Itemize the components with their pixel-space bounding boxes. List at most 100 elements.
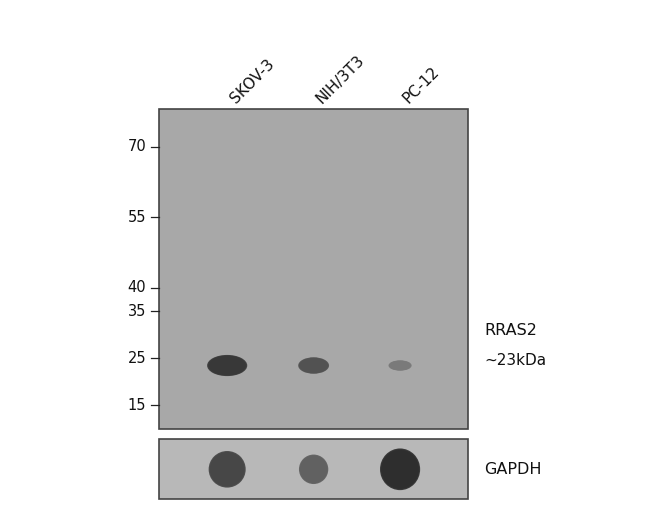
Ellipse shape (222, 465, 232, 474)
Ellipse shape (300, 358, 328, 373)
Ellipse shape (305, 361, 322, 370)
Ellipse shape (307, 463, 320, 476)
Ellipse shape (298, 357, 329, 374)
Ellipse shape (392, 362, 408, 369)
Ellipse shape (214, 457, 240, 482)
Ellipse shape (208, 356, 246, 375)
Ellipse shape (301, 457, 326, 482)
Ellipse shape (389, 360, 411, 370)
Ellipse shape (393, 362, 407, 369)
Ellipse shape (399, 365, 401, 366)
Ellipse shape (302, 359, 325, 372)
Ellipse shape (389, 360, 411, 371)
Ellipse shape (382, 450, 418, 488)
Ellipse shape (393, 362, 408, 369)
Ellipse shape (306, 361, 321, 370)
Ellipse shape (381, 449, 419, 489)
Ellipse shape (392, 461, 408, 478)
Ellipse shape (313, 365, 315, 366)
Ellipse shape (312, 365, 315, 366)
Text: 35: 35 (128, 304, 146, 319)
Ellipse shape (303, 458, 324, 480)
Ellipse shape (388, 457, 412, 482)
Ellipse shape (380, 448, 420, 490)
Ellipse shape (396, 364, 404, 367)
Ellipse shape (311, 466, 317, 472)
Ellipse shape (304, 360, 324, 371)
Ellipse shape (383, 451, 417, 487)
Ellipse shape (215, 458, 239, 481)
Ellipse shape (209, 452, 245, 487)
Ellipse shape (306, 462, 321, 477)
Ellipse shape (211, 453, 244, 486)
Ellipse shape (305, 460, 322, 478)
Ellipse shape (308, 362, 319, 368)
Ellipse shape (211, 357, 243, 374)
Ellipse shape (387, 456, 413, 483)
Ellipse shape (215, 359, 239, 372)
Ellipse shape (310, 465, 317, 473)
Ellipse shape (213, 454, 242, 484)
Ellipse shape (312, 468, 315, 471)
Ellipse shape (303, 360, 324, 371)
Ellipse shape (224, 466, 230, 472)
Ellipse shape (217, 360, 237, 371)
Ellipse shape (393, 462, 407, 477)
Ellipse shape (399, 468, 401, 471)
Text: 25: 25 (127, 351, 146, 366)
Ellipse shape (220, 462, 235, 477)
Ellipse shape (385, 453, 415, 485)
Ellipse shape (395, 363, 406, 368)
Ellipse shape (307, 463, 320, 475)
Ellipse shape (311, 467, 316, 472)
Ellipse shape (311, 365, 316, 367)
Ellipse shape (384, 452, 416, 486)
Ellipse shape (220, 362, 234, 369)
Ellipse shape (304, 360, 323, 370)
Ellipse shape (226, 365, 228, 366)
Ellipse shape (307, 362, 320, 369)
Ellipse shape (389, 361, 411, 370)
Text: GAPDH: GAPDH (484, 462, 541, 477)
Ellipse shape (226, 469, 228, 470)
Ellipse shape (309, 464, 318, 474)
Text: RRAS2: RRAS2 (484, 323, 537, 337)
Ellipse shape (217, 459, 237, 479)
Ellipse shape (386, 454, 414, 484)
Ellipse shape (398, 365, 402, 366)
Ellipse shape (306, 461, 322, 477)
Ellipse shape (391, 460, 409, 479)
Ellipse shape (311, 364, 317, 367)
Text: NIH/3T3: NIH/3T3 (313, 53, 368, 107)
Ellipse shape (301, 359, 326, 372)
Ellipse shape (302, 458, 326, 481)
Ellipse shape (219, 361, 235, 370)
Ellipse shape (396, 363, 404, 367)
Ellipse shape (300, 456, 327, 483)
Ellipse shape (223, 363, 231, 368)
Ellipse shape (307, 362, 320, 369)
Ellipse shape (395, 464, 405, 475)
Ellipse shape (224, 364, 230, 367)
Ellipse shape (222, 464, 233, 475)
Ellipse shape (222, 363, 232, 368)
Bar (159, 439, 468, 499)
Ellipse shape (209, 356, 245, 375)
Ellipse shape (209, 451, 246, 488)
Ellipse shape (396, 465, 404, 474)
Ellipse shape (299, 358, 328, 373)
Ellipse shape (225, 365, 229, 367)
Bar (159, 109, 468, 429)
Ellipse shape (300, 456, 328, 483)
Text: 55: 55 (128, 210, 146, 225)
Ellipse shape (221, 362, 233, 369)
Ellipse shape (300, 358, 327, 372)
Ellipse shape (309, 465, 318, 474)
Ellipse shape (309, 363, 318, 368)
Ellipse shape (304, 459, 324, 479)
Ellipse shape (212, 358, 242, 373)
Ellipse shape (214, 359, 240, 372)
Ellipse shape (390, 459, 410, 480)
Text: 15: 15 (128, 398, 146, 413)
Text: 40: 40 (127, 280, 146, 295)
